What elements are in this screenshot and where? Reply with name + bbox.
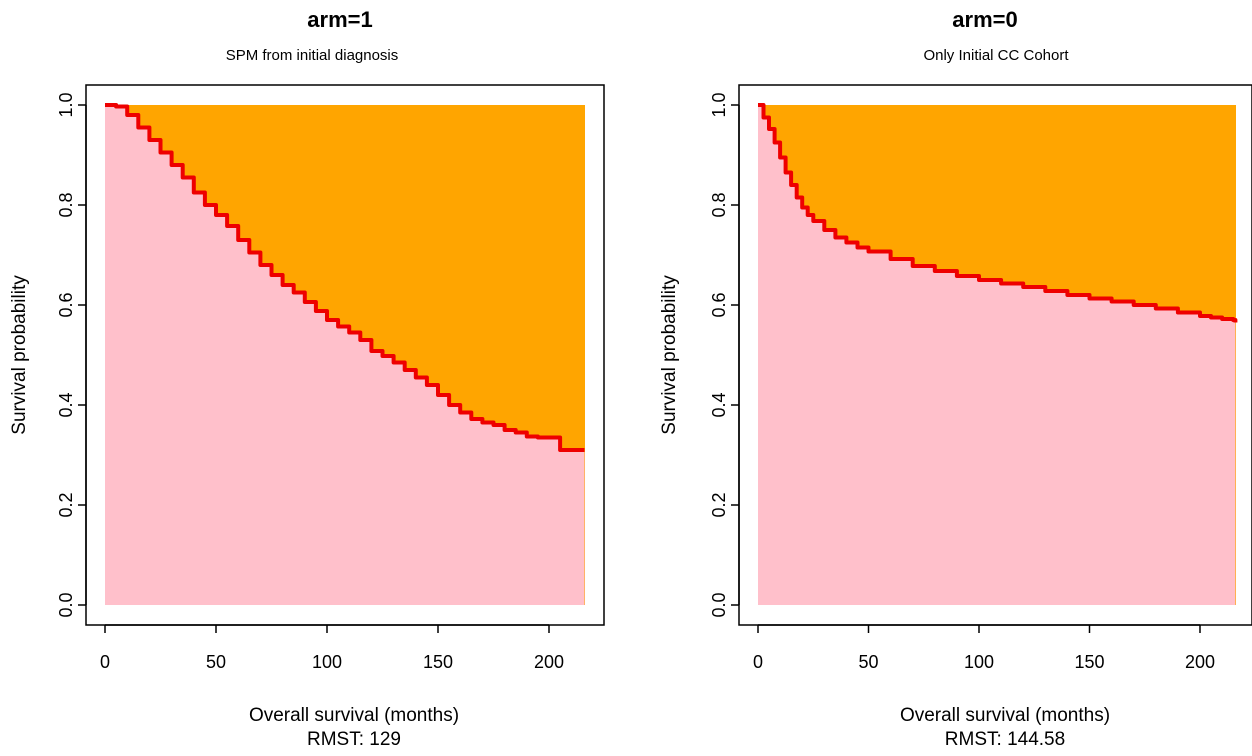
panel-arm-0: arm=0 Only Initial CC Cohort 0.00.20.40.…	[659, 7, 1252, 750]
x-tick-label: 200	[1185, 652, 1215, 672]
x-axis-label: Overall survival (months)	[900, 705, 1110, 726]
x-tick-label: 200	[534, 652, 564, 672]
y-tick-label: 1.0	[56, 92, 76, 117]
y-ticks: 0.0 0.2 0.4 0.6 0.8 1.0	[56, 92, 86, 618]
chart-title: arm=1	[307, 7, 372, 32]
x-tick-label: 100	[312, 652, 342, 672]
y-tick-label: 0.2	[709, 492, 729, 517]
survival-curve	[105, 103, 585, 452]
x-tick-label: 50	[858, 652, 878, 672]
y-tick-label: 0.6	[56, 292, 76, 317]
x-tick-label: 0	[100, 652, 110, 672]
x-tick-label: 0	[753, 652, 763, 672]
y-tick-label: 0.6	[709, 292, 729, 317]
y-axis-label: Survival probability	[659, 275, 680, 435]
survival-curve	[758, 103, 1238, 323]
y-tick-label: 0.8	[709, 192, 729, 217]
chart-subtitle: SPM from initial diagnosis	[226, 47, 399, 64]
rmst-label: RMST: 129	[307, 729, 401, 750]
area-below-curve	[105, 105, 585, 605]
x-ticks: 0 50 100 150 200	[753, 625, 1215, 672]
y-tick-label: 0.8	[56, 192, 76, 217]
y-tick-label: 0.0	[709, 592, 729, 617]
x-tick-label: 150	[423, 652, 453, 672]
y-ticks: 0.0 0.2 0.4 0.6 0.8 1.0	[709, 92, 739, 618]
x-tick-label: 100	[964, 652, 994, 672]
y-tick-label: 0.0	[56, 592, 76, 617]
y-tick-label: 0.2	[56, 492, 76, 517]
chart-title: arm=0	[952, 7, 1017, 32]
area-below-curve	[758, 105, 1236, 605]
y-tick-label: 0.4	[56, 392, 76, 417]
x-tick-label: 50	[206, 652, 226, 672]
x-axis-label: Overall survival (months)	[249, 705, 459, 726]
x-tick-label: 150	[1074, 652, 1104, 672]
y-tick-label: 1.0	[709, 92, 729, 117]
y-tick-label: 0.4	[709, 392, 729, 417]
chart-subtitle: Only Initial CC Cohort	[923, 47, 1069, 64]
x-ticks: 0 50 100 150 200	[100, 625, 564, 672]
rmst-label: RMST: 144.58	[945, 729, 1065, 750]
panel-arm-1: arm=1 SPM from initial diagnosis 0.00.20…	[9, 7, 605, 750]
y-axis-label: Survival probability	[9, 275, 30, 435]
